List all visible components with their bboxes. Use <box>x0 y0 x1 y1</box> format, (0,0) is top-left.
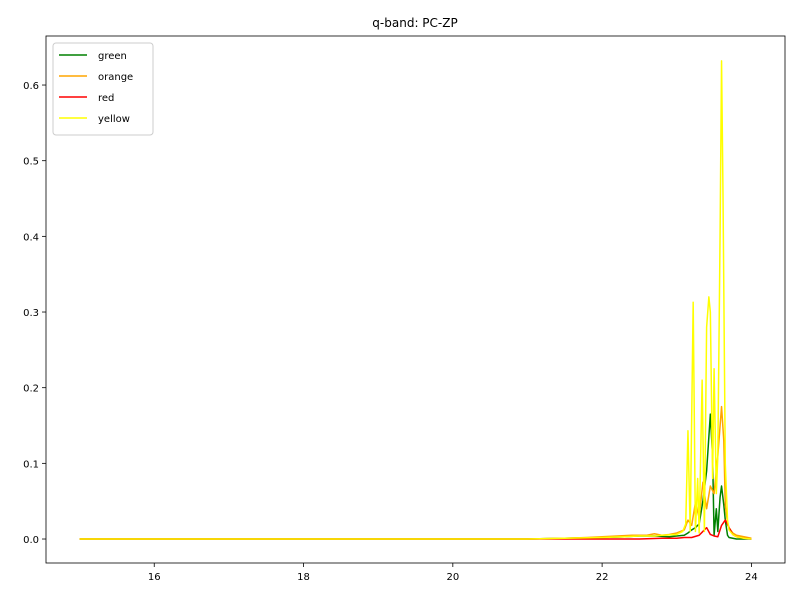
legend-label-orange: orange <box>98 72 133 83</box>
legend: green orange red yellow <box>52 42 154 136</box>
chart-title: q-band: PC-ZP <box>372 16 457 30</box>
y-tick-label: 0.6 <box>23 81 39 92</box>
legend-label-red: red <box>98 93 114 104</box>
x-tick-label: 24 <box>745 572 758 583</box>
x-tick-label: 16 <box>148 572 161 583</box>
y-axis: 0.0 0.1 0.2 0.3 0.4 0.5 0.6 <box>23 81 46 546</box>
y-tick-label: 0.2 <box>23 384 39 395</box>
series-group <box>79 60 752 540</box>
y-tick-label: 0.0 <box>23 535 39 546</box>
axes-background <box>46 36 785 563</box>
y-tick-label: 0.1 <box>23 459 39 470</box>
series-line-yellow <box>79 60 752 540</box>
y-tick-label: 0.3 <box>23 308 39 319</box>
x-tick-label: 20 <box>446 572 459 583</box>
axes-frame <box>45 35 786 564</box>
legend-label-green: green <box>98 51 127 62</box>
x-tick-label: 18 <box>297 572 310 583</box>
legend-label-yellow: yellow <box>98 114 130 125</box>
y-tick-label: 0.4 <box>23 232 39 243</box>
legend-box <box>52 42 154 136</box>
plot-area <box>46 36 785 563</box>
x-axis: 16 18 20 22 24 <box>148 563 758 583</box>
y-tick-label: 0.5 <box>23 157 39 168</box>
x-tick-label: 22 <box>596 572 609 583</box>
